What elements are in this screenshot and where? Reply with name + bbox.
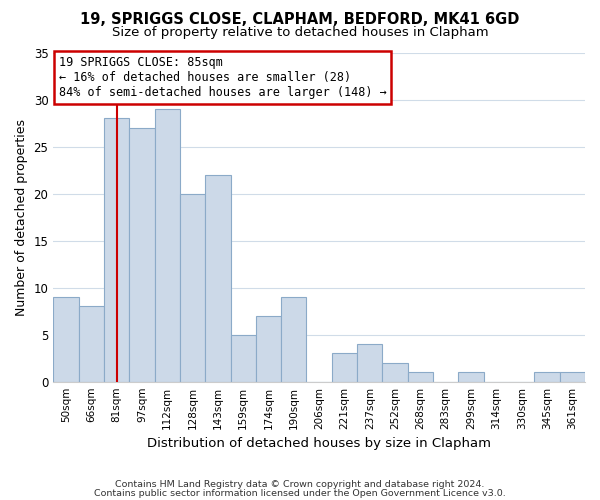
Bar	[281, 297, 307, 382]
Bar	[332, 354, 357, 382]
Bar	[104, 118, 129, 382]
Bar	[205, 175, 230, 382]
Bar	[155, 109, 180, 382]
X-axis label: Distribution of detached houses by size in Clapham: Distribution of detached houses by size …	[147, 437, 491, 450]
Text: Contains public sector information licensed under the Open Government Licence v3: Contains public sector information licen…	[94, 488, 506, 498]
Bar	[230, 334, 256, 382]
Bar	[560, 372, 585, 382]
Bar	[129, 128, 155, 382]
Bar	[535, 372, 560, 382]
Text: 19 SPRIGGS CLOSE: 85sqm
← 16% of detached houses are smaller (28)
84% of semi-de: 19 SPRIGGS CLOSE: 85sqm ← 16% of detache…	[59, 56, 386, 99]
Bar	[458, 372, 484, 382]
Bar	[382, 363, 408, 382]
Y-axis label: Number of detached properties: Number of detached properties	[15, 118, 28, 316]
Bar	[53, 297, 79, 382]
Bar	[256, 316, 281, 382]
Bar	[79, 306, 104, 382]
Bar	[180, 194, 205, 382]
Text: Contains HM Land Registry data © Crown copyright and database right 2024.: Contains HM Land Registry data © Crown c…	[115, 480, 485, 489]
Bar	[357, 344, 382, 382]
Bar	[408, 372, 433, 382]
Text: 19, SPRIGGS CLOSE, CLAPHAM, BEDFORD, MK41 6GD: 19, SPRIGGS CLOSE, CLAPHAM, BEDFORD, MK4…	[80, 12, 520, 28]
Text: Size of property relative to detached houses in Clapham: Size of property relative to detached ho…	[112, 26, 488, 39]
